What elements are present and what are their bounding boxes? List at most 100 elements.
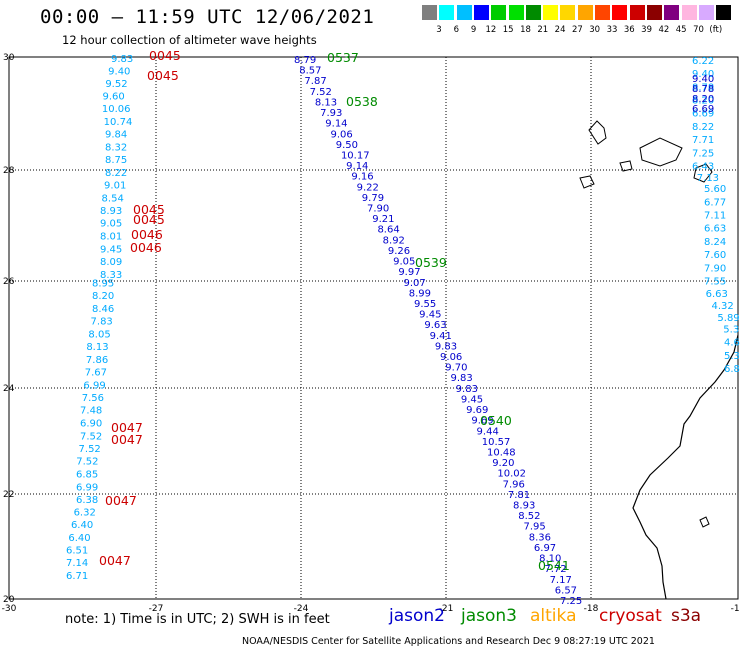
swh-value: 7.90 [704,263,726,274]
swh-value: 10.48 [487,447,516,458]
colorbar-label: 12 [485,25,497,35]
colorbar-label: 70 [693,25,704,35]
island-la-palma [588,120,607,145]
swh-value: 8.78 [692,84,714,95]
colorbar-swatch [716,5,732,20]
colorbar-swatch [543,5,559,20]
swh-value: 7.52 [80,431,102,442]
swh-value: 10.06 [102,104,131,115]
island-hierro [579,175,595,189]
swh-value: 9.40 [692,69,714,80]
swh-value: 9.83 [450,373,472,384]
swh-value: 6.69 [692,104,714,115]
axis-ticks: -30 -27 -24 -21 -18 -15 30 28 26 24 22 20 [2,53,740,614]
swh-value: 9.05 [100,219,122,230]
subtitle: 12 hour collection of altimeter wave hei… [62,33,317,47]
legend-cryosat: cryosat [599,606,662,626]
swh-value: 8.05 [88,329,110,340]
pass-number: 0046 [131,227,163,242]
credit-line: NOAA/NESDIS Center for Satellite Applica… [242,636,655,647]
y-tick-label: 24 [3,384,15,394]
swh-value: 7.52 [79,444,101,455]
swh-value: 9.69 [466,405,488,416]
swh-value: 7.81 [508,490,530,501]
y-tick-label: 26 [3,277,15,287]
swh-value: 6.99 [83,380,105,391]
swh-value: 7.25 [560,596,582,607]
swh-value: 6.87 [724,364,740,375]
swh-value: 9.79 [362,193,384,204]
swh-value: 8.75 [105,155,127,166]
colorbar-swatch [473,5,489,20]
swh-value: 8.20 [692,96,714,107]
swh-value: 8.13 [86,342,108,353]
y-tick-label: 30 [3,53,15,63]
colorbar-label: 15 [502,25,514,35]
africa-coast [632,334,739,600]
footnote: note: 1) Time is in UTC; 2) SWH is in fe… [65,612,330,627]
coastline [579,120,739,600]
pass-number: 0539 [415,255,447,270]
colorbar-swatch [508,5,524,20]
swh-value: 10.57 [482,437,511,448]
pass-number: 0045 [133,212,165,227]
swh-value: 8.24 [704,237,726,248]
swh-value: 6.32 [74,508,96,519]
colorbar-swatch [456,5,472,20]
pass-number: 0047 [111,432,143,447]
swh-value: 9.16 [351,172,373,183]
colorbar-swatch [612,5,628,20]
swh-value: 9.63 [424,320,446,331]
swh-value: 4.67 [724,338,740,349]
pass-number: 0541 [538,558,570,573]
swh-value: 10.02 [497,469,526,480]
swh-value: 9.20 [492,458,514,469]
colorbar-swatch [646,5,662,20]
map-frame [8,56,739,600]
swh-value: 7.83 [91,317,113,328]
swh-value: 6.38 [76,495,98,506]
colorbar-label: 42 [658,25,670,35]
swh-value: 6.69 [692,109,714,120]
island-tenerife [639,137,683,167]
swh-value: 6.57 [555,585,577,596]
colorbar-label: 39 [641,25,652,35]
y-tick-label: 28 [3,166,15,176]
colorbar-label: 18 [520,25,531,35]
colorbar-label: 27 [571,25,583,35]
swh-value: 6.90 [80,419,102,430]
swh-value: 6.97 [534,543,556,554]
swh-value: 8.20 [692,94,714,105]
colorbar-swatch [698,5,714,20]
legend-s3a: s3a [671,606,702,626]
y-tick-label: 22 [3,490,14,500]
swh-value: 8.10 [539,554,561,565]
colorbar-label: 33 [606,25,618,35]
colorbar-swatch [439,5,455,20]
swh-value: 5.60 [704,184,726,195]
legend-altika: altika [530,606,577,626]
swh-value: 9.41 [430,331,452,342]
swh-value: 7.71 [692,135,714,146]
colorbar-label: 6 [453,25,459,35]
island-gran-canaria [693,163,713,183]
swh-value: 6.22 [692,56,714,67]
swh-value: 8.36 [529,532,551,543]
legend-jason3: jason3 [461,606,517,626]
swh-value: 9.06 [440,352,462,363]
swh-value: 9.45 [419,310,441,321]
pass-number: 0047 [105,493,137,508]
swh-value: 9.83 [111,54,133,65]
swh-value: 9.05 [393,257,415,268]
lat-lon-grid [9,57,738,599]
x-tick-label: -30 [2,604,17,614]
colorbar-swatch [664,5,680,20]
pass-number: 0045 [133,202,165,217]
swh-value: 6.99 [76,482,98,493]
swh-value: 8.78 [692,82,714,93]
swh-value: 9.44 [477,426,499,437]
colorbar-swatch [491,5,507,20]
colorbar-label: 45 [675,25,687,35]
swh-value: 7.25 [692,148,714,159]
swh-value: 9.69 [471,416,493,427]
